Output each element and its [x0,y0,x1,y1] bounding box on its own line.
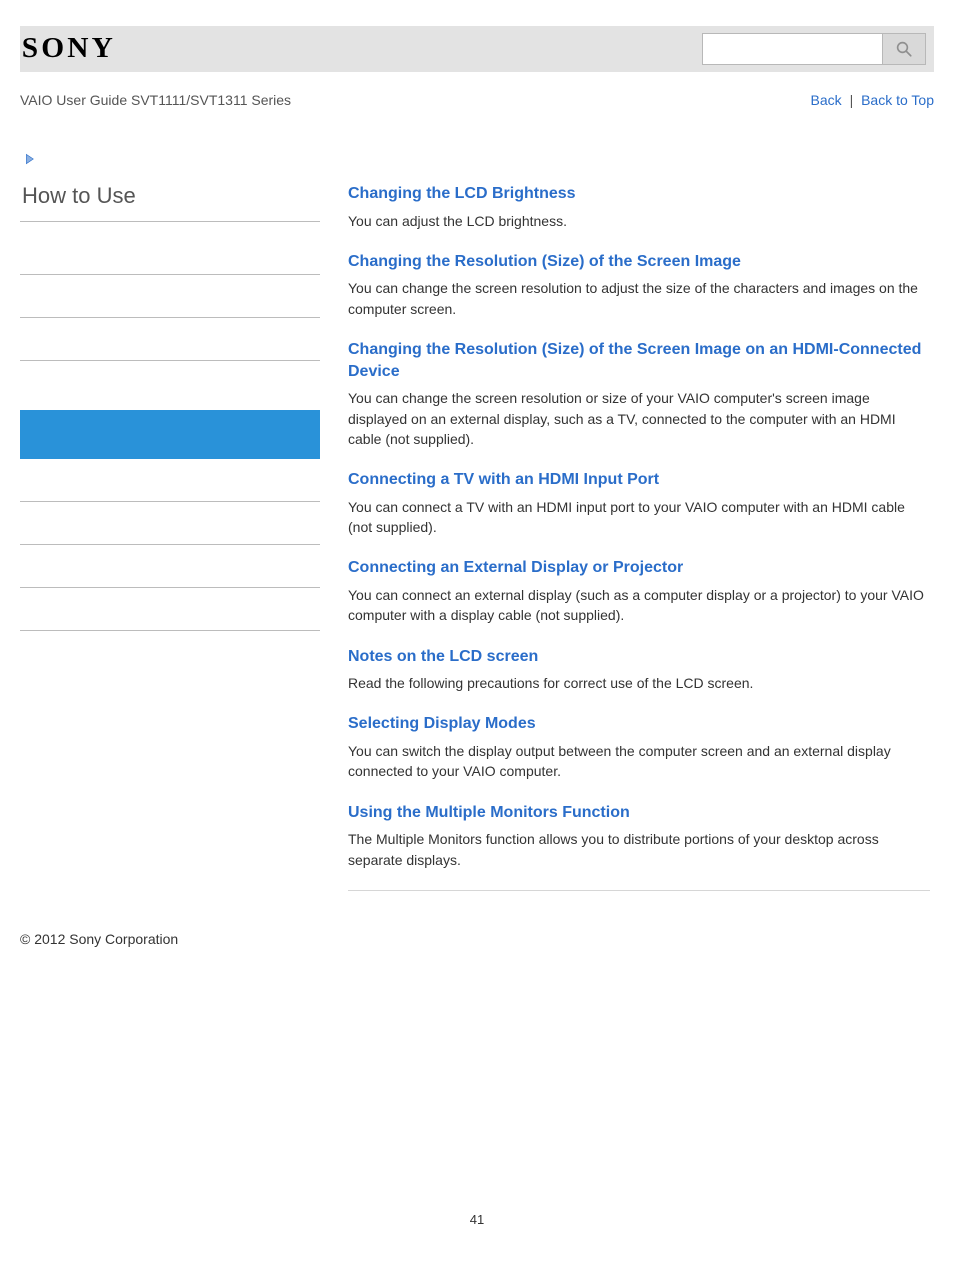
search-button[interactable] [882,33,926,65]
topic: Connecting a TV with an HDMI Input Port Y… [348,469,930,537]
topic-link[interactable]: Changing the LCD Brightness [348,185,576,202]
topic: Using the Multiple Monitors Function The … [348,802,930,870]
sub-header: VAIO User Guide SVT1111/SVT1311 Series B… [20,92,934,108]
topic-link[interactable]: Notes on the LCD screen [348,648,538,665]
page-number: 41 [0,1212,954,1227]
sidebar-item[interactable] [20,275,320,318]
sidebar-list [20,232,320,631]
topic: Changing the LCD Brightness You can adjus… [348,183,930,231]
sidebar-item[interactable] [20,502,320,545]
topic-description: The Multiple Monitors function allows yo… [348,829,930,870]
topic-link[interactable]: Changing the Resolution (Size) of the Sc… [348,253,741,270]
content-divider [348,890,930,891]
topbar: SONY [20,26,934,72]
topic-description: You can connect an external display (suc… [348,585,930,626]
topic-description: You can adjust the LCD brightness. [348,211,930,231]
topic-link[interactable]: Connecting a TV with an HDMI Input Port [348,471,659,488]
guide-title: VAIO User Guide SVT1111/SVT1311 Series [20,92,291,108]
nav-separator: | [850,92,854,108]
content: Changing the LCD Brightness You can adjus… [320,183,934,891]
topic-description: You can change the screen resolution to … [348,278,930,319]
topic: Changing the Resolution (Size) of the Sc… [348,339,930,449]
sidebar-item[interactable] [20,459,320,502]
back-to-top-link[interactable]: Back to Top [861,92,934,108]
nav-links: Back | Back to Top [811,92,934,108]
topic-title: Connecting an External Display or Projec… [348,557,930,579]
magnifier-icon [895,40,913,58]
sidebar-item[interactable] [20,410,320,459]
copyright: © 2012 Sony Corporation [20,931,934,947]
topic-title: Changing the LCD Brightness [348,183,930,205]
topic: Changing the Resolution (Size) of the Sc… [348,251,930,319]
topic-title: Changing the Resolution (Size) of the Sc… [348,339,930,382]
sony-logo: SONY [22,33,116,65]
sidebar-item[interactable] [20,318,320,361]
topic-link[interactable]: Using the Multiple Monitors Function [348,804,630,821]
topic: Selecting Display Modes You can switch th… [348,713,930,781]
topic-title: Using the Multiple Monitors Function [348,802,930,824]
topic-title: Notes on the LCD screen [348,646,930,668]
topic-description: You can change the screen resolution or … [348,388,930,449]
breadcrumb-chevron-icon [24,152,934,169]
topic-description: You can switch the display output betwee… [348,741,930,782]
back-link[interactable]: Back [811,92,842,108]
topic-description: Read the following precautions for corre… [348,673,930,693]
topic-title: Connecting a TV with an HDMI Input Port [348,469,930,491]
search-input[interactable] [702,33,882,65]
sidebar-item[interactable] [20,232,320,275]
topic-description: You can connect a TV with an HDMI input … [348,497,930,538]
sidebar-item[interactable] [20,361,320,410]
topic-link[interactable]: Changing the Resolution (Size) of the Sc… [348,341,921,380]
sidebar-item[interactable] [20,545,320,588]
topic: Notes on the LCD screen Read the followin… [348,646,930,694]
topic-title: Selecting Display Modes [348,713,930,735]
sidebar-title: How to Use [20,183,320,222]
topic-link[interactable]: Selecting Display Modes [348,715,536,732]
topic: Connecting an External Display or Projec… [348,557,930,625]
sidebar: How to Use [20,183,320,891]
topic-title: Changing the Resolution (Size) of the Sc… [348,251,930,273]
search-box [702,33,926,65]
topic-link[interactable]: Connecting an External Display or Projec… [348,559,683,576]
sidebar-item[interactable] [20,588,320,631]
